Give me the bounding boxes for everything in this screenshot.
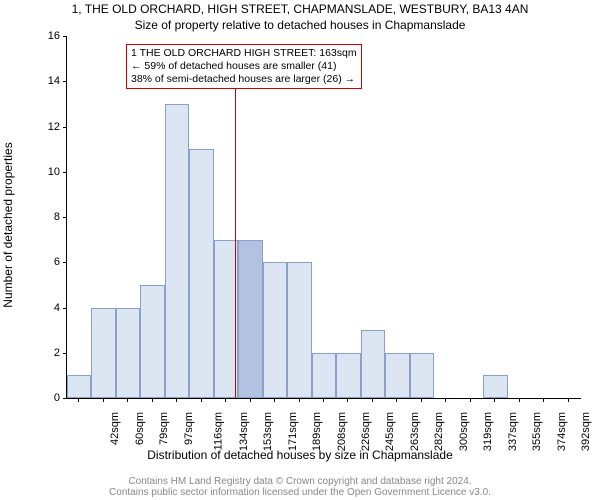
- annotation-line-2: ← 59% of detached houses are smaller (41…: [131, 60, 357, 73]
- histogram-bar: [263, 262, 287, 398]
- x-tick-label: 392sqm: [580, 412, 592, 451]
- y-tick-label: 16: [30, 30, 60, 42]
- histogram-bar: [336, 353, 360, 398]
- x-tick-mark: [323, 398, 324, 402]
- x-tick-label: 319sqm: [483, 412, 495, 451]
- chart-title-sub: Size of property relative to detached ho…: [0, 18, 600, 32]
- y-tick-mark: [63, 217, 67, 218]
- x-tick-mark: [299, 398, 300, 402]
- y-tick-mark: [63, 353, 67, 354]
- annotation-line-3: 38% of semi-detached houses are larger (…: [131, 73, 357, 86]
- histogram-bar: [91, 308, 115, 399]
- annotation-line-1: 1 THE OLD ORCHARD HIGH STREET: 163sqm: [131, 47, 357, 60]
- x-tick-mark: [568, 398, 569, 402]
- x-tick-label: 153sqm: [262, 412, 274, 451]
- x-tick-label: 97sqm: [183, 412, 195, 445]
- x-tick-mark: [445, 398, 446, 402]
- y-tick-label: 4: [30, 302, 60, 314]
- y-tick-label: 12: [30, 121, 60, 133]
- x-tick-mark: [396, 398, 397, 402]
- x-tick-mark: [347, 398, 348, 402]
- y-tick-mark: [63, 398, 67, 399]
- histogram-bar: [116, 308, 140, 399]
- x-tick-mark: [372, 398, 373, 402]
- x-tick-label: 355sqm: [531, 412, 543, 451]
- y-tick-label: 0: [30, 392, 60, 404]
- x-tick-label: 226sqm: [360, 412, 372, 451]
- histogram-bar: [165, 104, 189, 398]
- x-tick-label: 263sqm: [409, 412, 421, 451]
- y-tick-label: 8: [30, 211, 60, 223]
- x-tick-mark: [543, 398, 544, 402]
- x-tick-mark: [78, 398, 79, 402]
- x-tick-mark: [494, 398, 495, 402]
- x-tick-label: 189sqm: [311, 412, 323, 451]
- chart-title-main: 1, THE OLD ORCHARD, HIGH STREET, CHAPMAN…: [0, 2, 600, 16]
- histogram-bar: [140, 285, 164, 398]
- x-tick-mark: [103, 398, 104, 402]
- histogram-bar: [483, 375, 507, 398]
- y-tick-mark: [63, 172, 67, 173]
- y-tick-label: 14: [30, 75, 60, 87]
- x-tick-mark: [201, 398, 202, 402]
- x-tick-label: 337sqm: [507, 412, 519, 451]
- x-tick-label: 245sqm: [385, 412, 397, 451]
- y-tick-label: 6: [30, 256, 60, 268]
- histogram-bar: [361, 330, 385, 398]
- y-tick-mark: [63, 81, 67, 82]
- x-tick-label: 282sqm: [434, 412, 446, 451]
- x-tick-mark: [519, 398, 520, 402]
- histogram-bar: [238, 240, 262, 398]
- x-tick-mark: [421, 398, 422, 402]
- histogram-bar: [385, 353, 409, 398]
- histogram-bar: [312, 353, 336, 398]
- plot-area: [66, 36, 581, 399]
- x-tick-label: 208sqm: [336, 412, 348, 451]
- reference-line: [235, 88, 236, 398]
- x-tick-mark: [152, 398, 153, 402]
- annotation-box: 1 THE OLD ORCHARD HIGH STREET: 163sqm ← …: [126, 44, 362, 89]
- x-tick-mark: [274, 398, 275, 402]
- x-tick-mark: [127, 398, 128, 402]
- x-tick-label: 79sqm: [158, 412, 170, 445]
- y-tick-label: 10: [30, 166, 60, 178]
- y-tick-label: 2: [30, 347, 60, 359]
- chart-container: 1, THE OLD ORCHARD, HIGH STREET, CHAPMAN…: [0, 0, 600, 500]
- x-tick-label: 171sqm: [287, 412, 299, 451]
- x-tick-mark: [176, 398, 177, 402]
- y-tick-mark: [63, 262, 67, 263]
- y-tick-mark: [63, 308, 67, 309]
- y-tick-mark: [63, 36, 67, 37]
- x-tick-mark: [470, 398, 471, 402]
- x-tick-label: 116sqm: [212, 412, 224, 450]
- footer-text: Contains HM Land Registry data © Crown c…: [0, 476, 600, 498]
- x-tick-label: 374sqm: [556, 412, 568, 451]
- histogram-bar: [189, 149, 213, 398]
- x-tick-label: 60sqm: [134, 412, 146, 445]
- x-tick-label: 300sqm: [458, 412, 470, 451]
- histogram-bar: [67, 375, 91, 398]
- histogram-bar: [287, 262, 311, 398]
- y-tick-mark: [63, 127, 67, 128]
- y-axis-label: Number of detached properties: [1, 142, 15, 307]
- histogram-bar: [410, 353, 434, 398]
- x-tick-label: 134sqm: [238, 412, 250, 451]
- x-tick-mark: [225, 398, 226, 402]
- x-tick-label: 42sqm: [109, 412, 121, 445]
- x-tick-mark: [250, 398, 251, 402]
